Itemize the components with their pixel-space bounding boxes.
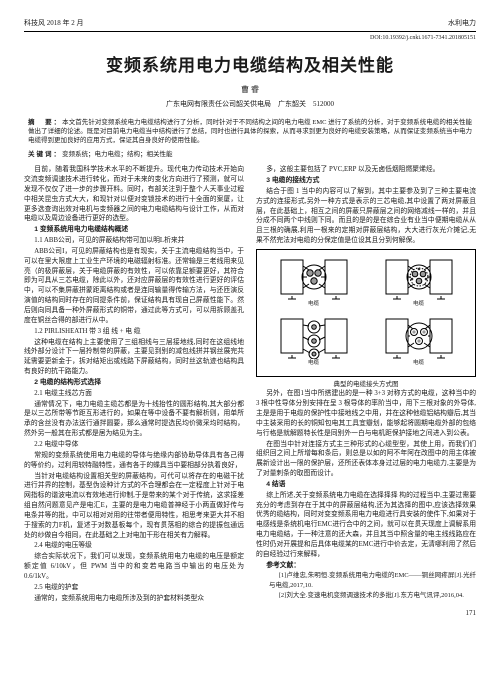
cable-diagram-4: 电缆 (384, 313, 454, 368)
cable-label-4: 电缆 (413, 360, 424, 368)
figure-caption: 典型的电缆接头方式图 (256, 380, 476, 389)
page-number: 171 (24, 608, 476, 619)
cable-svg-icon (279, 254, 349, 300)
para-2-2: 常规的变频系统使用电力电缆的导体与绝缘内部协助导体具有各己得的等价约，过利用较特… (24, 451, 244, 471)
para-2-1: 通常情况下，电力电缆主缆芯都是为十线抬性的圆形结构,其大部分都是以三芯所带等节距… (24, 400, 244, 439)
header-right: 水利电力 (448, 18, 476, 29)
cable-label-3: 电缆 (308, 360, 319, 368)
para-1-2: 这种电缆在结构上主要使用了三组相线与三层接地线,同时在这组线地线外部分设计下一层… (24, 338, 244, 377)
section-1-1-heading: 1.1 ABB公司，可见的屏蔽结构带可加以明L析来并 (24, 236, 244, 246)
cable-diagram-2: 电缆 (384, 254, 454, 309)
para-1-1: ABB公司I，可见的屏蔽结构也是有现实，关于主流电缆结构当中，于可以在里大限度上… (24, 247, 244, 326)
references-heading: 参考文献： (256, 561, 476, 571)
keywords-text: 变频系统；电力电缆；结构；相关性能 (62, 151, 173, 158)
author-line: 曹 睿 (24, 84, 476, 96)
abstract-text: 本文首先针对变频系统电力电缆结构进行了分析，同时针对于不同结构之间的电力电缆 E… (28, 119, 472, 145)
cable-label-2: 电缆 (413, 301, 424, 309)
section-2-2-heading: 2.2 电缆中导体 (24, 440, 244, 450)
section-2-1-heading: 2.1 电缆主线芯方面 (24, 389, 244, 399)
section-2-5-heading: 2.5 电缆的护套 (24, 583, 244, 593)
para-2-4: 综合实际状况下，我们可以发现，变频系统用电力电缆的电压是额定额定值 6/10kV… (24, 552, 244, 582)
affiliation-line: 广东电网有限责任公司韶关供电局 广东韶关 512000 (24, 99, 476, 110)
section-2-4-heading: 2.4 电缆的电压等级 (24, 541, 244, 551)
section-4-heading: 4 结语 (256, 480, 476, 490)
para-top-right: 多，这般主要包括了 PVC,ERP 以及无卤低烟阻燃聚烯烃。 (256, 165, 476, 175)
figure-row-2: 电缆 (261, 313, 471, 368)
section-2-heading: 2 电缆的结构形式选择 (24, 378, 244, 388)
reference-item: [2]刘大全.变速电机变频调速技术的多批[J].东方电气讯评,2016,04. (256, 591, 476, 600)
abstract-label: 摘 要： (28, 119, 62, 126)
para-2-2b: 当针对电缆结构设置相关型的屏蔽结构，可代可以将存在的电磁干扰进行并界的控制，基型… (24, 472, 244, 541)
section-1-2-heading: 1.2 PIRLISHEATH 带 3 组 线 + 电 缆 (24, 327, 244, 337)
para-3: 结合于图 1 当中的内容可以了解到，其中主要参及到了三种主要电流方式的连接形式,… (256, 187, 476, 246)
intro-para: 目前，随着我国科学技术水平的不断提升。现代电力传动技术开始向交流变频调速技术进行… (24, 165, 244, 224)
cable-label-1: 电缆 (308, 301, 319, 309)
reference-item: [1]卢维忠,朱明恒.变频系统用电力电缆的EMC——铜丝网疼屏[J].光纤与电缆… (256, 571, 476, 589)
cable-svg-icon (279, 313, 349, 359)
cable-svg-icon (384, 313, 454, 359)
cable-diagram-3: 电缆 (279, 313, 349, 368)
header-left: 科技风 2018 年 2 月 (24, 18, 84, 29)
section-3-heading: 3 电缆的接线方式 (256, 176, 476, 186)
figure-1: 电缆 (256, 249, 476, 377)
two-column-body: 目前，随着我国科学技术水平的不断提升。现代电力传动技术开始向交流变频调速技术进行… (24, 165, 476, 604)
cable-svg-icon (384, 254, 454, 300)
section-1-heading: 1 变频系统用电力电缆结构概述 (24, 225, 244, 235)
para-after-fig: 另外，在图1当中所搭建出的是一种 3+3 对称方式的电缆，这种当中的 3 根中性… (256, 389, 476, 438)
para-4: 综上所述,关于变频系统电力电缆在选择择择 构的过程当中,主要过需要充分的考虑到存… (256, 491, 476, 560)
column-left: 目前，随着我国科学技术水平的不断提升。现代电力传动技术开始向交流变频调速技术进行… (24, 165, 244, 604)
page-root: 科技风 2018 年 2 月 水利电力 DOI:10.19392/j.cnki.… (0, 0, 500, 631)
abstract: 摘 要：本文首先针对变频系统电力电缆结构进行了分析，同时针对于不同结构之间的电力… (28, 118, 472, 146)
para-b: 在图当中针对连接方式主三种形式的心缆型型，其使上用，而我们们组织回之间上所增每和… (256, 440, 476, 479)
paper-title: 变频系统用电力电缆结构及相关性能 (24, 53, 476, 79)
keywords: 关键词：变频系统；电力电缆；结构；相关性能 (28, 150, 472, 159)
running-header: 科技风 2018 年 2 月 水利电力 (24, 18, 476, 32)
keywords-label: 关键词： (28, 151, 62, 158)
column-right: 多，这般主要包括了 PVC,ERP 以及无卤低烟阻燃聚烯烃。 3 电缆的接线方式… (256, 165, 476, 604)
para-2-5: 通常的，变频系统用电力电缆所涉及到的护套材料类型众 (24, 594, 244, 604)
figure-row-1: 电缆 (261, 254, 471, 309)
cable-diagram-1: 电缆 (279, 254, 349, 309)
doi-line: DOI:10.19392/j.cnki.1671-7341.201805151 (24, 34, 476, 43)
